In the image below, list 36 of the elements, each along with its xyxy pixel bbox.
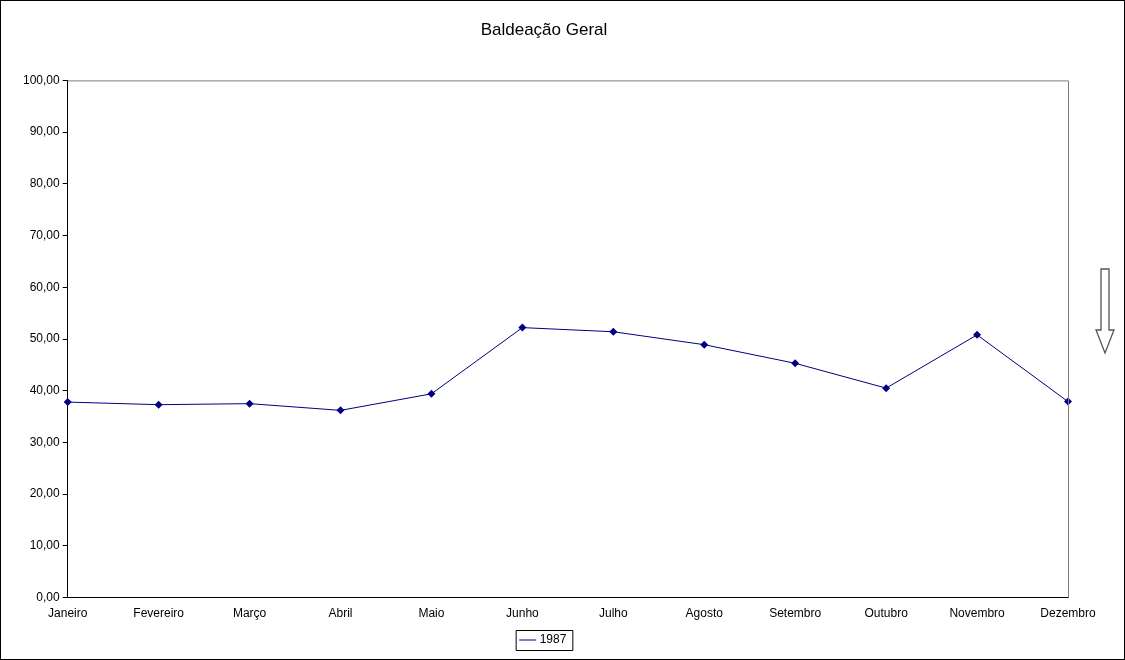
y-tick-label: 100,00 — [23, 72, 61, 87]
x-tick-label: Junho — [506, 606, 540, 621]
x-tick-label: Janeiro — [48, 606, 88, 621]
y-tick-label: 90,00 — [29, 124, 61, 139]
chart-title: Baldeação Geral — [480, 19, 608, 39]
x-tick-label: Abril — [328, 606, 353, 621]
y-tick-label: 20,00 — [29, 486, 61, 501]
point — [973, 330, 982, 339]
x-tick-label: Dezembro — [1040, 606, 1096, 621]
point — [609, 327, 618, 336]
point — [63, 398, 72, 407]
x-tick-label: Março — [232, 606, 267, 621]
y-tick-label: 10,00 — [29, 538, 61, 553]
x-tick-label: Agosto — [685, 606, 724, 621]
x-tick-label: Setembro — [769, 606, 822, 621]
point — [336, 406, 345, 415]
y-tick-label: 0,00 — [36, 589, 61, 604]
x-tick-label: Maio — [418, 606, 445, 621]
x-tick-label: Julho — [598, 606, 628, 621]
y-tick-label: 70,00 — [29, 227, 61, 242]
x-tick-label: Outubro — [864, 606, 909, 621]
point — [518, 323, 527, 332]
x-tick-label: Novembro — [949, 606, 1006, 621]
y-tick-label: 30,00 — [29, 434, 61, 449]
point — [882, 384, 891, 393]
legend-label: 1987 — [539, 632, 567, 647]
point — [427, 389, 436, 398]
point — [791, 359, 800, 368]
point — [700, 340, 709, 349]
y-tick-label: 60,00 — [29, 279, 61, 294]
point — [154, 400, 163, 409]
y-tick-label: 80,00 — [29, 176, 61, 191]
x-tick-label: Fevereiro — [133, 606, 185, 621]
y-tick-label: 50,00 — [29, 331, 61, 346]
y-tick-label: 40,00 — [29, 383, 61, 398]
point — [245, 399, 254, 408]
